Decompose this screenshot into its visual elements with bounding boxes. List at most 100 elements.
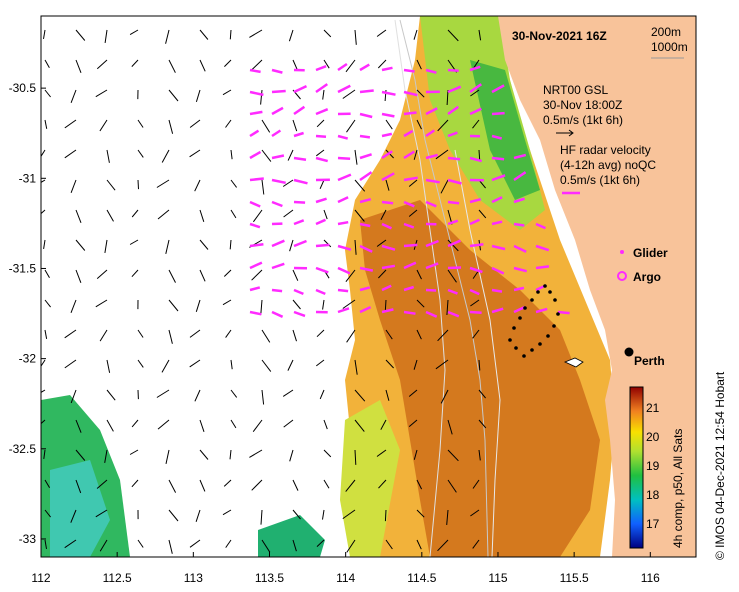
radar-vector <box>315 156 329 163</box>
credit-text: © IMOS 04-Dec-2021 12:54 Hobart <box>713 371 727 560</box>
wind-legend-line3: 0.5m/s (1kt 6h) <box>543 113 623 127</box>
current-vector <box>41 359 46 368</box>
current-vector <box>292 299 301 310</box>
radar-vector <box>469 242 484 248</box>
current-vector <box>96 59 108 70</box>
current-vector <box>346 119 356 133</box>
current-vector <box>168 479 177 493</box>
current-vector <box>319 179 325 190</box>
current-vector <box>44 539 47 549</box>
current-vector <box>416 269 422 280</box>
current-vector <box>43 449 46 459</box>
radar-vector <box>381 284 392 292</box>
current-vector <box>230 359 233 370</box>
current-vector <box>447 29 459 42</box>
current-vector <box>437 329 449 342</box>
current-vector <box>64 359 77 369</box>
current-vector <box>199 449 209 460</box>
current-vector <box>472 539 480 549</box>
hf-radar-vectors <box>249 62 570 318</box>
radar-vector <box>381 244 396 251</box>
current-vector <box>75 239 86 251</box>
radar-vector <box>359 305 372 314</box>
current-vector <box>261 179 265 195</box>
current-vector <box>222 89 232 96</box>
current-vector <box>416 89 425 98</box>
current-vector <box>229 239 232 250</box>
radar-vector <box>271 288 283 293</box>
radar-vector <box>403 111 417 116</box>
current-vector <box>385 359 394 369</box>
radar-vector <box>535 307 548 314</box>
radar-vector <box>469 156 483 163</box>
radar-vector <box>557 310 570 315</box>
current-vector <box>384 509 387 522</box>
colorbar <box>629 386 644 549</box>
argo-legend-label: Argo <box>633 270 661 284</box>
radar-vector <box>271 310 284 318</box>
radar-vector <box>381 200 394 205</box>
radar-vector <box>293 239 307 248</box>
current-vector <box>230 389 238 398</box>
current-vector <box>447 449 459 462</box>
current-vector <box>225 329 232 338</box>
current-vector <box>380 209 387 221</box>
current-vector <box>168 299 179 312</box>
current-vector <box>435 359 449 370</box>
radar-vector <box>403 310 416 315</box>
radar-vector <box>403 261 417 270</box>
current-vector <box>408 419 418 427</box>
current-vector <box>260 89 263 105</box>
current-vector <box>104 239 108 253</box>
rottnest-island <box>563 357 584 368</box>
current-vector <box>437 119 449 132</box>
radar-vector <box>447 68 459 72</box>
current-vector <box>189 119 201 128</box>
depth-label-1000m: 1000m <box>651 40 688 54</box>
radar-vector <box>513 222 525 227</box>
current-vector <box>165 449 170 465</box>
radar-legend-line3: 0.5m/s (1kt 6h) <box>560 173 640 187</box>
current-vector <box>44 59 50 69</box>
radar-vector <box>249 310 262 316</box>
current-vector <box>282 179 294 187</box>
current-vector <box>385 179 390 191</box>
current-vector <box>137 329 144 338</box>
radar-vector <box>425 129 435 138</box>
current-vector <box>377 59 387 69</box>
y-tick-label: -32.5 <box>9 442 37 456</box>
current-vector <box>316 539 325 547</box>
radar-vector <box>535 265 550 270</box>
current-vector <box>323 29 332 38</box>
radar-vector <box>359 112 373 119</box>
current-vector <box>287 359 294 371</box>
current-vector <box>261 149 272 162</box>
current-vector <box>261 329 271 343</box>
current-vector <box>99 539 108 552</box>
radar-vector <box>469 288 480 296</box>
radar-vector <box>337 288 349 293</box>
current-vector <box>199 59 206 72</box>
contour-200m <box>399 19 489 557</box>
current-vector <box>75 479 82 494</box>
current-vector <box>323 449 332 458</box>
current-vector <box>413 149 418 160</box>
current-vector <box>261 389 265 405</box>
radar-vector <box>403 90 418 97</box>
radar-vector <box>315 243 330 248</box>
radar-vector <box>337 220 349 226</box>
current-vector <box>472 329 480 339</box>
radar-vector <box>249 110 263 116</box>
radar-vector <box>447 239 461 248</box>
radar-vector <box>469 197 482 204</box>
current-vector <box>137 149 144 158</box>
current-vector <box>478 359 481 371</box>
current-vector <box>44 89 51 98</box>
current-vector <box>137 179 139 190</box>
current-vector <box>472 479 480 489</box>
current-vector <box>354 419 365 432</box>
current-vector <box>137 119 144 128</box>
current-vector <box>416 539 422 550</box>
wind-scale-arrow-head <box>568 129 574 137</box>
radar-vector <box>491 220 503 226</box>
